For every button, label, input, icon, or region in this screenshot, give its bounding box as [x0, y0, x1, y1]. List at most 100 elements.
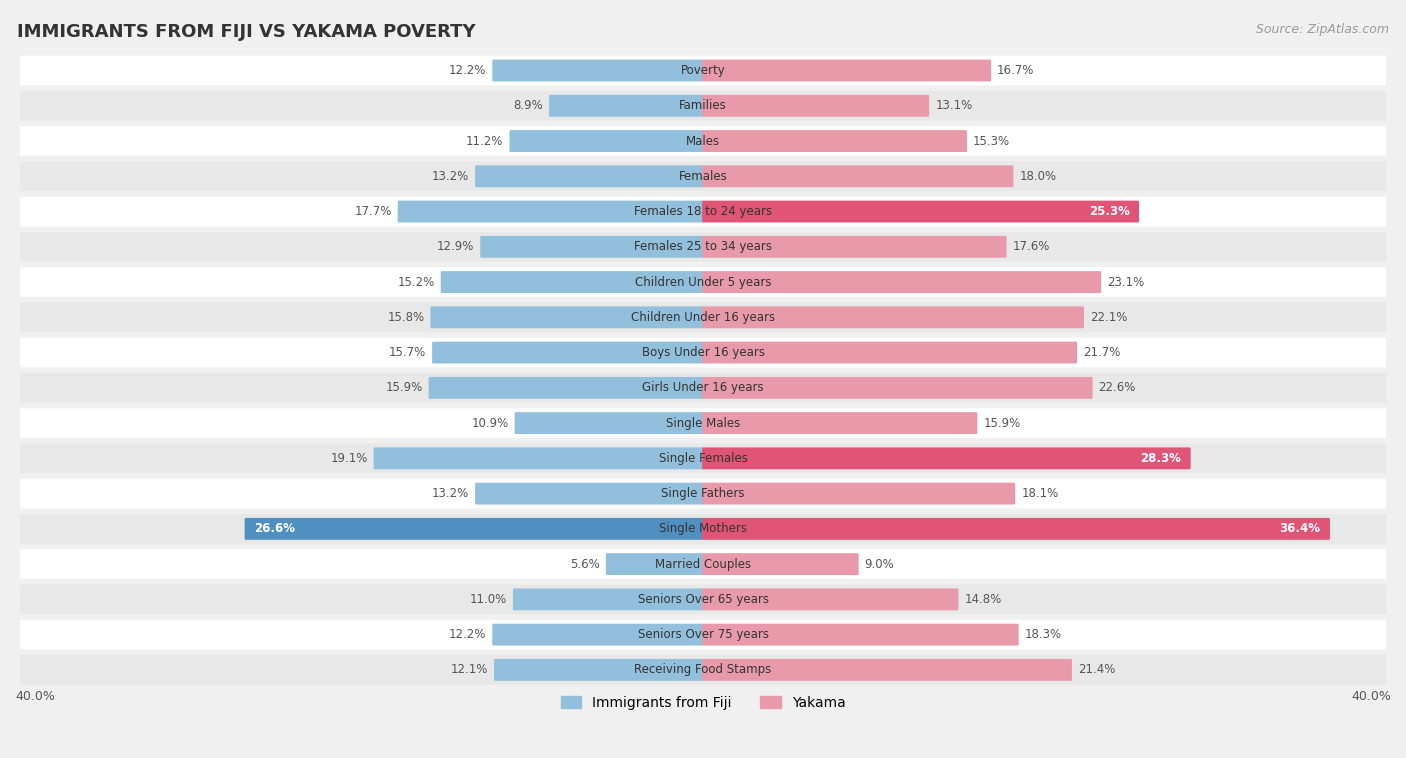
FancyBboxPatch shape	[702, 95, 929, 117]
FancyBboxPatch shape	[494, 659, 704, 681]
FancyBboxPatch shape	[702, 447, 1191, 469]
Text: Receiving Food Stamps: Receiving Food Stamps	[634, 663, 772, 676]
FancyBboxPatch shape	[20, 91, 1386, 121]
Legend: Immigrants from Fiji, Yakama: Immigrants from Fiji, Yakama	[555, 691, 851, 716]
FancyBboxPatch shape	[20, 56, 1386, 86]
FancyBboxPatch shape	[702, 165, 1014, 187]
FancyBboxPatch shape	[702, 659, 1071, 681]
FancyBboxPatch shape	[515, 412, 704, 434]
FancyBboxPatch shape	[702, 271, 1101, 293]
FancyBboxPatch shape	[702, 201, 1139, 223]
Text: Single Females: Single Females	[658, 452, 748, 465]
FancyBboxPatch shape	[20, 550, 1386, 579]
Text: 9.0%: 9.0%	[865, 558, 894, 571]
FancyBboxPatch shape	[20, 584, 1386, 614]
FancyBboxPatch shape	[475, 165, 704, 187]
FancyBboxPatch shape	[20, 409, 1386, 438]
FancyBboxPatch shape	[702, 588, 959, 610]
Text: Seniors Over 65 years: Seniors Over 65 years	[637, 593, 769, 606]
Text: 15.9%: 15.9%	[385, 381, 423, 394]
Text: 25.3%: 25.3%	[1088, 205, 1129, 218]
Text: Single Mothers: Single Mothers	[659, 522, 747, 535]
Text: 12.2%: 12.2%	[449, 64, 486, 77]
Text: 12.2%: 12.2%	[449, 628, 486, 641]
Text: 13.2%: 13.2%	[432, 487, 470, 500]
Text: Seniors Over 75 years: Seniors Over 75 years	[637, 628, 769, 641]
Text: 21.4%: 21.4%	[1078, 663, 1115, 676]
Text: 16.7%: 16.7%	[997, 64, 1035, 77]
Text: 13.1%: 13.1%	[935, 99, 973, 112]
FancyBboxPatch shape	[440, 271, 704, 293]
FancyBboxPatch shape	[492, 624, 704, 646]
FancyBboxPatch shape	[20, 302, 1386, 332]
FancyBboxPatch shape	[20, 268, 1386, 297]
Text: 21.7%: 21.7%	[1083, 346, 1121, 359]
Text: 28.3%: 28.3%	[1140, 452, 1181, 465]
FancyBboxPatch shape	[20, 620, 1386, 650]
FancyBboxPatch shape	[702, 130, 967, 152]
FancyBboxPatch shape	[475, 483, 704, 505]
Text: Married Couples: Married Couples	[655, 558, 751, 571]
Text: 10.9%: 10.9%	[471, 417, 509, 430]
Text: Females 25 to 34 years: Females 25 to 34 years	[634, 240, 772, 253]
FancyBboxPatch shape	[20, 232, 1386, 262]
FancyBboxPatch shape	[374, 447, 704, 469]
FancyBboxPatch shape	[702, 553, 859, 575]
FancyBboxPatch shape	[702, 236, 1007, 258]
FancyBboxPatch shape	[20, 338, 1386, 368]
FancyBboxPatch shape	[20, 514, 1386, 543]
Text: Poverty: Poverty	[681, 64, 725, 77]
Text: 40.0%: 40.0%	[1351, 690, 1391, 703]
Text: 8.9%: 8.9%	[513, 99, 543, 112]
Text: Source: ZipAtlas.com: Source: ZipAtlas.com	[1256, 23, 1389, 36]
Text: 22.6%: 22.6%	[1098, 381, 1136, 394]
FancyBboxPatch shape	[492, 60, 704, 81]
Text: 17.7%: 17.7%	[354, 205, 392, 218]
FancyBboxPatch shape	[432, 342, 704, 364]
Text: 14.8%: 14.8%	[965, 593, 1001, 606]
Text: 15.7%: 15.7%	[389, 346, 426, 359]
Text: 18.0%: 18.0%	[1019, 170, 1056, 183]
Text: Single Males: Single Males	[666, 417, 740, 430]
FancyBboxPatch shape	[20, 127, 1386, 156]
FancyBboxPatch shape	[702, 377, 1092, 399]
Text: 11.0%: 11.0%	[470, 593, 508, 606]
Text: Females 18 to 24 years: Females 18 to 24 years	[634, 205, 772, 218]
FancyBboxPatch shape	[702, 306, 1084, 328]
Text: 13.2%: 13.2%	[432, 170, 470, 183]
FancyBboxPatch shape	[702, 342, 1077, 364]
Text: 18.3%: 18.3%	[1025, 628, 1062, 641]
FancyBboxPatch shape	[429, 377, 704, 399]
FancyBboxPatch shape	[702, 412, 977, 434]
Text: 12.9%: 12.9%	[437, 240, 474, 253]
FancyBboxPatch shape	[702, 60, 991, 81]
Text: 11.2%: 11.2%	[467, 134, 503, 148]
FancyBboxPatch shape	[20, 373, 1386, 402]
Text: 19.1%: 19.1%	[330, 452, 367, 465]
FancyBboxPatch shape	[398, 201, 704, 223]
Text: 23.1%: 23.1%	[1107, 276, 1144, 289]
Text: Males: Males	[686, 134, 720, 148]
FancyBboxPatch shape	[20, 197, 1386, 227]
Text: 15.2%: 15.2%	[398, 276, 434, 289]
Text: 22.1%: 22.1%	[1090, 311, 1128, 324]
FancyBboxPatch shape	[20, 443, 1386, 473]
Text: 15.9%: 15.9%	[983, 417, 1021, 430]
Text: Girls Under 16 years: Girls Under 16 years	[643, 381, 763, 394]
Text: Children Under 5 years: Children Under 5 years	[634, 276, 772, 289]
Text: 15.8%: 15.8%	[387, 311, 425, 324]
Text: 26.6%: 26.6%	[254, 522, 295, 535]
FancyBboxPatch shape	[509, 130, 704, 152]
Text: Boys Under 16 years: Boys Under 16 years	[641, 346, 765, 359]
FancyBboxPatch shape	[245, 518, 704, 540]
FancyBboxPatch shape	[513, 588, 704, 610]
Text: 12.1%: 12.1%	[451, 663, 488, 676]
FancyBboxPatch shape	[702, 624, 1018, 646]
FancyBboxPatch shape	[702, 483, 1015, 505]
Text: Single Fathers: Single Fathers	[661, 487, 745, 500]
FancyBboxPatch shape	[550, 95, 704, 117]
Text: 18.1%: 18.1%	[1021, 487, 1059, 500]
FancyBboxPatch shape	[430, 306, 704, 328]
Text: 17.6%: 17.6%	[1012, 240, 1050, 253]
Text: 36.4%: 36.4%	[1279, 522, 1320, 535]
